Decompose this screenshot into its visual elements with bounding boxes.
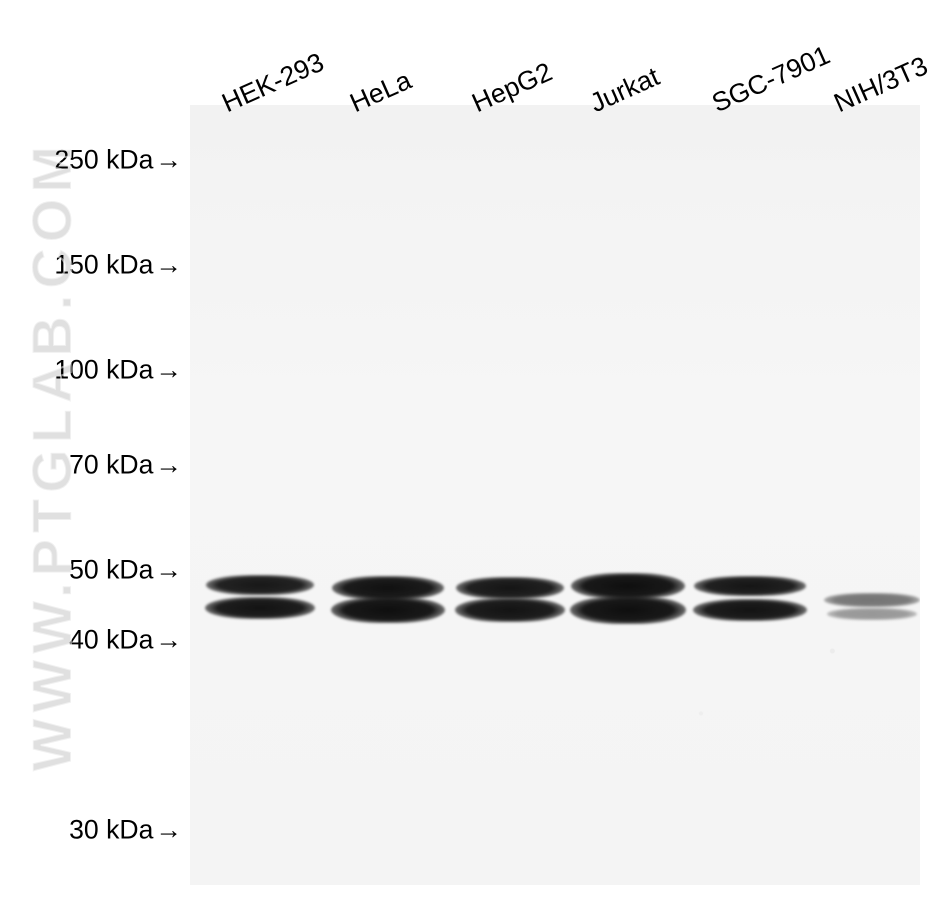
lane-labels: HEK-293 HeLa HepG2 Jurkat SGC-7901NIH/3T3 [0,0,950,120]
western-blot-figure: HEK-293 HeLa HepG2 Jurkat SGC-7901NIH/3T3 25… [0,0,950,903]
mw-marker: 30 kDa→ [69,815,182,846]
blot-band [455,598,565,622]
mw-marker-label: 70 kDa [69,450,153,480]
blot-band [205,597,315,619]
mw-marker: 40 kDa→ [69,625,182,656]
mw-marker: 70 kDa→ [69,450,182,481]
blot-band [206,575,314,595]
lane-label: HEK-293 [217,47,328,119]
mw-marker-label: 150 kDa [54,250,153,280]
blot-band [827,608,917,620]
mw-marker-label: 40 kDa [69,625,153,655]
lane-label: HeLa [345,65,416,119]
mw-marker-label: 30 kDa [69,815,153,845]
blot-panel-texture [190,105,920,885]
blot-band [331,597,445,623]
arrow-right-icon: → [155,555,182,585]
blot-band [570,596,686,624]
arrow-right-icon: → [155,145,182,175]
lane-label: SGC-7901 [707,40,834,119]
blot-panel [190,105,920,885]
mw-marker-label: 100 kDa [54,355,153,385]
lane-label: Jurkat [585,61,664,119]
mw-marker-label: 250 kDa [54,145,153,175]
blot-band [824,593,920,607]
blot-band [693,599,807,621]
mw-marker: 150 kDa→ [54,250,182,281]
mw-marker-label: 50 kDa [69,555,153,585]
arrow-right-icon: → [155,450,182,480]
arrow-right-icon: → [155,250,182,280]
mw-marker: 100 kDa→ [54,355,182,386]
arrow-right-icon: → [155,355,182,385]
arrow-right-icon: → [155,625,182,655]
blot-band [694,576,806,596]
mw-marker: 50 kDa→ [69,555,182,586]
arrow-right-icon: → [155,815,182,845]
lane-label: NIH/3T3 [829,50,932,119]
mw-markers: 250 kDa→150 kDa→100 kDa→70 kDa→50 kDa→40… [0,105,190,885]
mw-marker: 250 kDa→ [54,145,182,176]
lane-label: HepG2 [467,56,557,119]
blot-band [456,577,564,599]
